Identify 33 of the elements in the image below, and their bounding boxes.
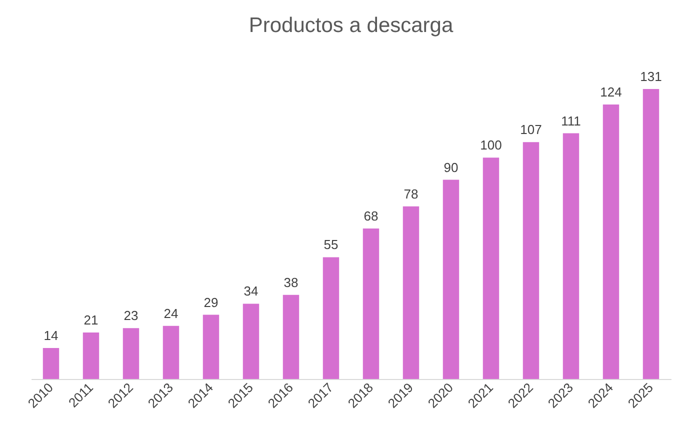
data-label: 21	[84, 312, 98, 328]
chart-title: Productos a descarga	[248, 14, 454, 37]
data-label: 107	[520, 122, 542, 138]
bar	[282, 294, 300, 379]
bar	[122, 328, 140, 379]
bar	[602, 104, 620, 379]
data-label: 34	[244, 284, 258, 299]
data-label: 38	[284, 274, 298, 290]
data-label: 68	[364, 208, 378, 224]
data-label: 55	[324, 237, 338, 252]
bar	[42, 348, 60, 379]
bar	[322, 257, 340, 379]
data-label: 23	[124, 308, 138, 324]
bar	[162, 326, 180, 379]
data-label: 78	[404, 186, 418, 202]
bar	[202, 314, 220, 379]
bar	[522, 142, 540, 379]
data-label: 111	[561, 113, 581, 128]
bar	[402, 206, 420, 379]
bar	[482, 158, 500, 379]
bar	[442, 180, 460, 379]
data-label: 100	[480, 138, 502, 153]
bar	[642, 89, 660, 379]
data-label: 29	[204, 294, 218, 310]
data-label: 124	[600, 84, 622, 100]
bar	[82, 332, 100, 379]
data-label: 131	[640, 69, 662, 84]
bar	[362, 228, 380, 379]
bar	[242, 304, 260, 379]
data-label: 14	[44, 328, 58, 344]
data-label: 24	[164, 306, 178, 321]
data-label: 90	[444, 160, 458, 175]
bar	[562, 133, 580, 379]
